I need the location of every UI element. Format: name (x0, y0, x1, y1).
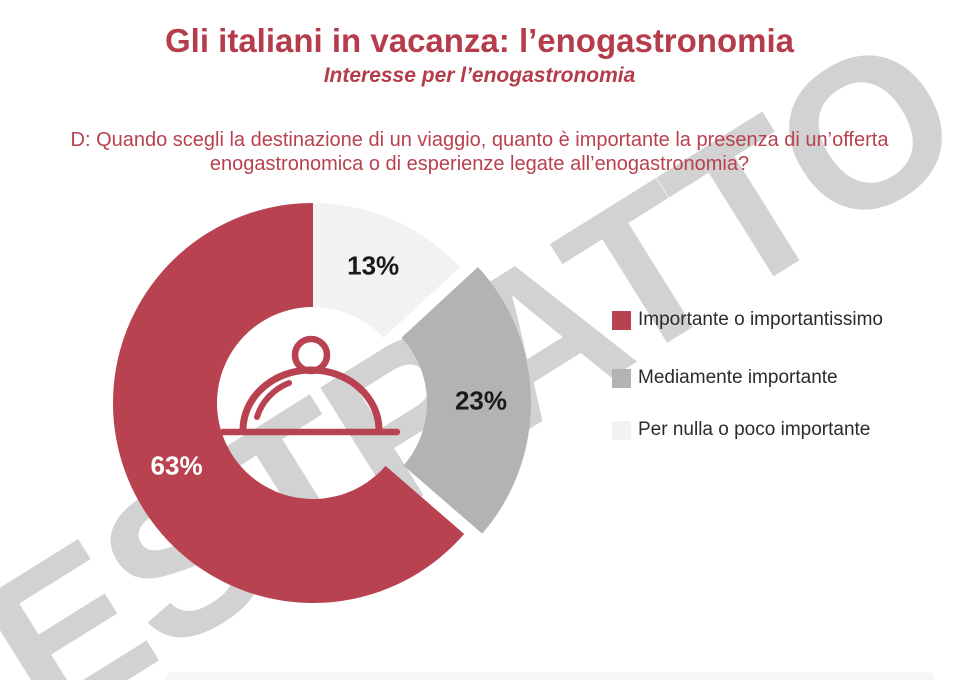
legend-label: Mediamente importante (638, 367, 838, 388)
legend-swatch-red (612, 310, 631, 330)
legend-item: Per nulla o poco importante (612, 419, 883, 441)
legend-item: Importante o importantissimo (612, 309, 883, 331)
cloche-dome (239, 366, 383, 434)
cloche-icon (219, 335, 401, 436)
legend-label: Per nulla o poco importante (638, 419, 871, 440)
slice-value-label: 63% (151, 450, 203, 480)
legend-swatch-gray (612, 368, 631, 388)
donut-slice-13pct (313, 203, 460, 338)
legend-item: Mediamente importante (612, 367, 883, 389)
survey-question-line2: enogastronomica o di esperienze legate a… (209, 153, 750, 175)
donut-slice-23pct (401, 267, 531, 534)
legend-swatch-light (612, 420, 631, 440)
survey-question: D: Quando scegli la destinazione di un v… (0, 128, 959, 176)
slice-value-label: 23% (455, 385, 507, 415)
cloche-highlight (254, 380, 292, 420)
page-subtitle: Interesse per l’enogastronomia (323, 64, 636, 87)
legend-label: Importante o importantissimo (638, 309, 883, 330)
bottom-bar (165, 672, 935, 680)
chart-legend: Importante o importantissimo Mediamente … (612, 309, 883, 441)
survey-question-line1: D: Quando scegli la destinazione di un v… (70, 129, 889, 151)
donut-slice-63pct (112, 203, 465, 603)
donut-slices: 13% 23% 63% (112, 203, 531, 603)
slice-value-label: 13% (347, 251, 399, 281)
cloche-handle (291, 335, 331, 375)
page-title: Gli italiani in vacanza: l’enogastronomi… (165, 22, 794, 59)
